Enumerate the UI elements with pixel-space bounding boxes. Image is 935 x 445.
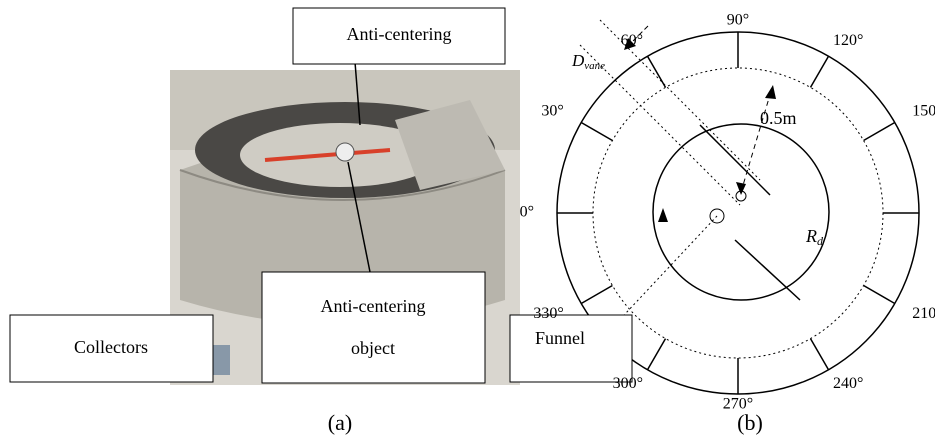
callout-box [262, 272, 485, 383]
panel-label: (a) [328, 410, 352, 435]
tick [811, 56, 829, 87]
symbol: D [571, 51, 585, 70]
d-vane-label: Dvane [571, 51, 605, 72]
angle-label: 150° [912, 102, 935, 119]
guide-line [610, 216, 717, 330]
subscript: d [817, 234, 824, 248]
angle-label: 90° [727, 12, 749, 29]
rd-label: Rd [805, 226, 824, 248]
vane [700, 125, 770, 195]
radius-label: 0.5m [760, 108, 797, 128]
tick [581, 286, 612, 304]
callout: Anti-centering [321, 296, 426, 316]
symbol: R [805, 226, 817, 246]
dotted-circle [593, 68, 883, 358]
angle-label: 30° [541, 102, 563, 119]
tick [648, 56, 666, 87]
callout: Collectors [74, 337, 148, 357]
inner-circle [653, 124, 829, 300]
angle-label: 240° [833, 375, 863, 392]
panel-label: (b) [737, 410, 763, 435]
tick [864, 123, 895, 141]
angle-label: 330° [533, 305, 563, 322]
angle-label: 60° [621, 32, 643, 49]
callout: object [351, 338, 395, 358]
object [336, 143, 354, 161]
callout-box [510, 315, 632, 382]
tick [581, 123, 612, 141]
angle-label: 0° [520, 204, 534, 221]
subscript: vane [584, 60, 605, 72]
tick [864, 286, 895, 304]
angle-label: 300° [613, 375, 643, 392]
direction-arrow [658, 208, 668, 222]
figure: Anti-centering Anti-centering object Col… [0, 0, 935, 445]
arrow-head [765, 85, 776, 99]
tick [648, 339, 666, 370]
angle-label: 120° [833, 32, 863, 49]
vane [735, 240, 800, 300]
tick [811, 339, 829, 370]
callout: Funnel [535, 328, 585, 348]
angle-label: 210° [912, 305, 935, 322]
callout: Anti-centering [347, 24, 452, 44]
angle-label: 270° [723, 396, 753, 413]
